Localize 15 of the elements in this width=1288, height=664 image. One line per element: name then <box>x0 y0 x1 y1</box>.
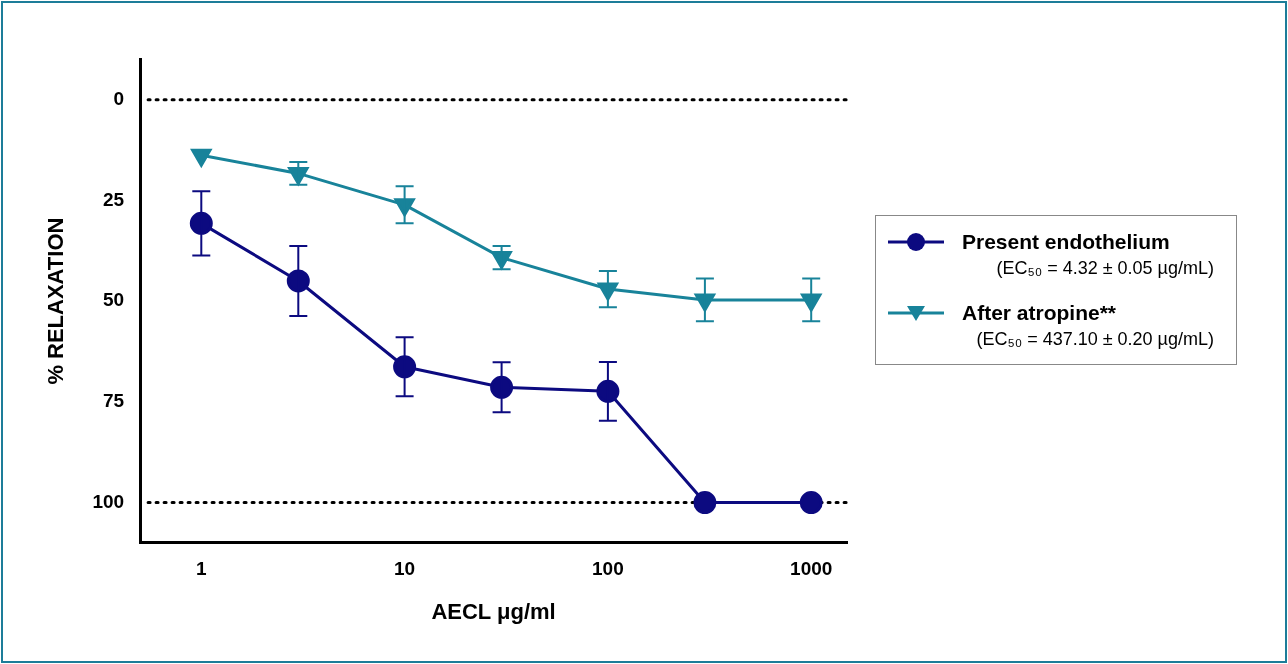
x-tick-label: 1 <box>196 558 208 580</box>
y-axis-title: % RELAXATION <box>43 217 69 385</box>
x-tick-label: 10 <box>394 558 416 580</box>
y-tick-label: 100 <box>92 490 125 512</box>
x-tick-label: 100 <box>592 558 624 580</box>
x-axis-title: AECL μg/ml <box>431 598 556 624</box>
y-tick-label: 50 <box>102 289 125 311</box>
y-tick-label: 0 <box>113 87 125 109</box>
legend-label: Present endothelium <box>962 230 1170 254</box>
y-tick-label: 25 <box>102 188 125 210</box>
legend-label: After atropine** <box>962 301 1117 325</box>
x-tick-label: 1000 <box>790 558 833 580</box>
y-tick-label: 75 <box>102 390 125 412</box>
text: (EC₅₀ = 437.10 ± 0.20 µg/mL) <box>975 329 1215 350</box>
text: (EC₅₀ = 4.32 ± 0.05 µg/mL) <box>995 258 1215 279</box>
